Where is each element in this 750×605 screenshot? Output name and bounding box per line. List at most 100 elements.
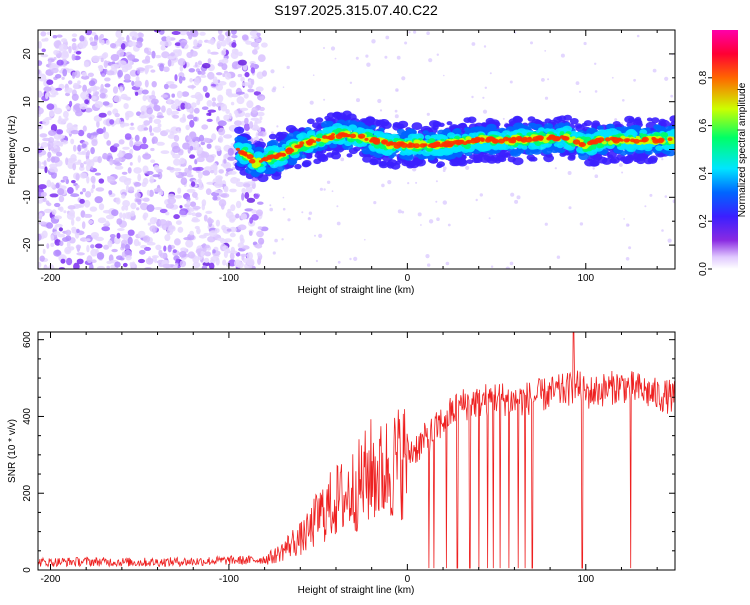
spectrogram-ridge-cell: [428, 155, 436, 160]
spectrogram-faint-cell: [428, 58, 433, 63]
spectrogram-ridge-cell: [527, 136, 532, 140]
spectrogram-noise-cell: [193, 77, 200, 86]
spectrogram-noise-cell: [82, 84, 87, 93]
spectrogram-noise-cell: [124, 73, 131, 82]
spectrogram-faint-cell: [337, 260, 341, 264]
spectrogram-ridge-cell: [591, 160, 600, 167]
spectrogram-ridge-cell: [485, 117, 495, 125]
spectrogram-noise-cell: [138, 258, 145, 264]
spectrogram-noise-cell: [206, 118, 213, 122]
spectrogram-noise-cell: [156, 115, 165, 119]
spectrogram-noise-cell: [103, 60, 108, 69]
spectrogram-noise-cell: [75, 216, 81, 222]
spectrogram-noise-cell: [114, 162, 122, 166]
spectrogram-ridge-cell: [609, 156, 620, 164]
spectrogram-noise-cell: [73, 144, 77, 152]
spectrogram-noise-cell: [230, 246, 235, 254]
spectrogram-noise-cell: [220, 40, 227, 47]
spectrogram-noise-cell: [165, 35, 172, 43]
spectrogram-noise-cell: [186, 114, 194, 120]
x-tick-label: 0: [405, 273, 411, 284]
spectrogram-ridge-cell: [522, 136, 528, 141]
spectrogram-noise-cell: [147, 222, 152, 226]
spectrogram-noise-cell: [237, 224, 247, 231]
spectrogram-faint-cell: [471, 95, 474, 99]
spectrogram-ridge-cell: [448, 142, 453, 146]
spectrogram-noise-cell: [249, 121, 254, 129]
spectrogram-faint-cell: [281, 238, 284, 241]
spectrogram-noise-cell: [51, 67, 59, 74]
spectrogram-noise-cell: [199, 31, 206, 36]
spectrogram-ridge-cell: [442, 143, 448, 148]
spectrogram-noise-cell: [254, 243, 263, 249]
spectrogram-noise-cell: [64, 246, 72, 255]
spectrogram-noise-cell: [47, 151, 52, 158]
spectrogram-noise-cell: [218, 127, 226, 136]
spectrogram-noise-cell: [137, 199, 142, 205]
spectrogram-ridge-cell: [559, 152, 567, 157]
spectrogram-noise-cell: [244, 192, 250, 199]
snr-y-tick-label: 400: [22, 408, 33, 425]
spectrogram-noise-cell: [190, 50, 198, 57]
spectrogram-noise-cell: [140, 111, 145, 115]
spectrogram-noise-cell: [182, 113, 186, 122]
spectrogram-noise-cell: [226, 228, 232, 232]
spectrogram-faint-cell: [594, 90, 598, 93]
spectrogram-noise-cell: [262, 70, 267, 77]
spectrogram-noise-cell: [121, 194, 126, 199]
spectrogram-noise-cell: [229, 232, 236, 238]
spectrogram-noise-cell: [209, 170, 215, 174]
spectrogram-ridge-cell: [315, 117, 324, 123]
spectrogram-ridge-cell: [646, 117, 653, 122]
spectrogram-faint-cell: [560, 53, 565, 58]
spectrogram-frame: [37, 29, 676, 270]
spectrogram-ridge-cell: [667, 137, 673, 141]
spectrogram-ridge-cell: [556, 116, 563, 121]
spectrogram-noise-cell: [243, 93, 249, 99]
spectrogram-noise-cell: [196, 99, 201, 106]
spectrogram-noise-cell: [255, 86, 264, 92]
spectrogram-faint-cell: [633, 78, 636, 82]
spectrogram-noise-cell: [178, 30, 188, 36]
spectrogram-noise-cell: [98, 35, 102, 44]
spectrogram-noise-cell: [134, 134, 140, 142]
spectrogram-faint-cell: [272, 251, 276, 255]
spectrogram-ridge-cell: [267, 157, 272, 160]
spectrogram-noise-cell: [129, 162, 133, 166]
spectrogram-faint-cell: [625, 257, 630, 261]
y-tick-label: 0: [22, 146, 33, 152]
spectrogram-noise-cell: [177, 187, 182, 194]
spectrogram-faint-cell: [396, 89, 398, 92]
spectrogram-noise-cell: [124, 212, 130, 220]
spectrogram-noise-cell: [42, 248, 46, 255]
spectrogram-noise-cell: [102, 126, 106, 133]
spectrogram-noise-cell: [136, 207, 140, 211]
spectrogram-noise-cell: [150, 159, 156, 163]
spectrogram-faint-cell: [413, 30, 417, 34]
spectrogram-faint-cell: [287, 218, 291, 222]
spectrogram-noise-cell: [43, 160, 47, 167]
spectrogram-noise-cell: [180, 172, 188, 177]
spectrogram-noise-cell: [41, 48, 46, 53]
spectrogram-noise-cell: [106, 265, 110, 269]
spectrogram-noise-cell: [174, 74, 178, 82]
spectrogram-noise-cell: [91, 184, 96, 189]
spectrogram-noise-cell: [116, 218, 123, 225]
spectrogram-noise-cell: [158, 249, 163, 257]
spectrogram-noise-cell: [38, 221, 47, 225]
spectrogram-noise-cell: [75, 173, 80, 181]
spectrogram-ridge-cell: [545, 124, 552, 130]
spectrogram-ridge-cell: [465, 136, 472, 141]
spectrogram-noise-cell: [90, 41, 98, 47]
spectrogram-noise-cell: [151, 98, 159, 105]
spectrogram-noise-cell: [62, 50, 69, 58]
spectrogram-noise-cell: [162, 263, 171, 269]
spectrogram-noise-cell: [189, 30, 198, 37]
spectrogram-faint-cell: [556, 255, 561, 259]
spectrogram-noise-cell: [66, 240, 71, 249]
spectrogram-faint-cell: [269, 207, 274, 212]
spectrogram-ridge-cell: [625, 138, 631, 142]
spectrogram-noise-cell: [39, 255, 45, 262]
spectrogram-ridge-cell: [466, 159, 474, 165]
spectrogram-noise-cell: [208, 230, 218, 238]
